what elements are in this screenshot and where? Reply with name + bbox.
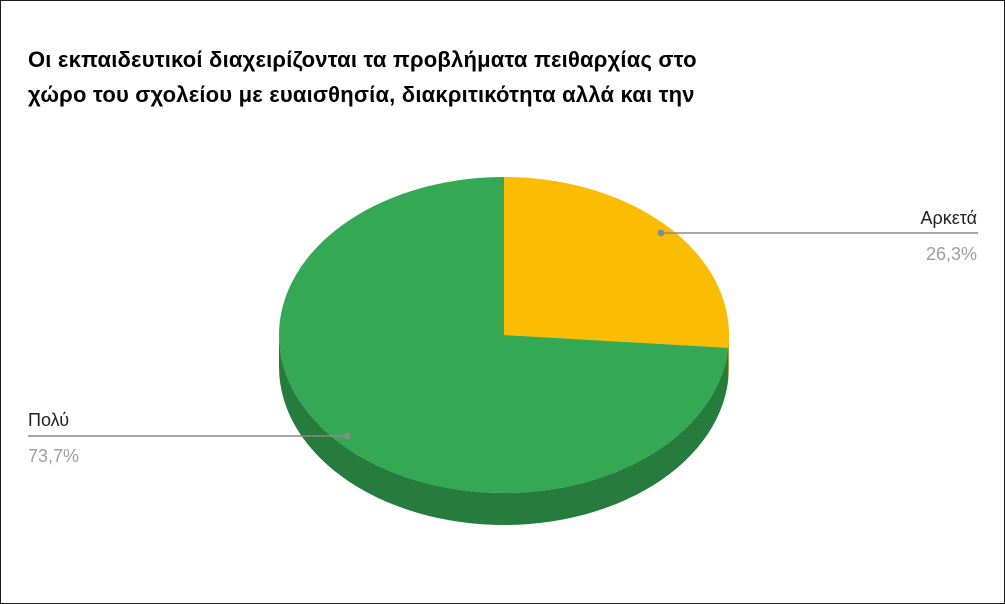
- pie-labels: Αρκετά 26,3% Πολύ 73,7%: [28, 208, 978, 466]
- pie-side-αρκετά: [728, 335, 729, 380]
- pie-sides: [279, 335, 729, 525]
- slice-label-αρκετά: Αρκετά: [920, 208, 977, 228]
- leader-dot-αρκετά: [657, 229, 665, 237]
- slice-value-αρκετά: 26,3%: [926, 244, 977, 264]
- chart-title-line-1: Οι εκπαιδευτικοί διαχειρίζονται τα προβλ…: [28, 47, 697, 72]
- pie-slice-πολύ[interactable]: [279, 177, 729, 493]
- pie-side-πολύ: [279, 335, 729, 525]
- pie-slice-αρκετά[interactable]: [504, 177, 729, 348]
- leader-dot-πολύ: [343, 432, 351, 440]
- chart-title-line-2: χώρο του σχολείου με ευαισθησία, διακριτ…: [28, 82, 695, 107]
- slice-value-πολύ: 73,7%: [28, 446, 79, 466]
- pie-slices: [279, 177, 729, 493]
- slice-label-πολύ: Πολύ: [28, 410, 69, 430]
- chart-title: Οι εκπαιδευτικοί διαχειρίζονται τα προβλ…: [28, 42, 968, 112]
